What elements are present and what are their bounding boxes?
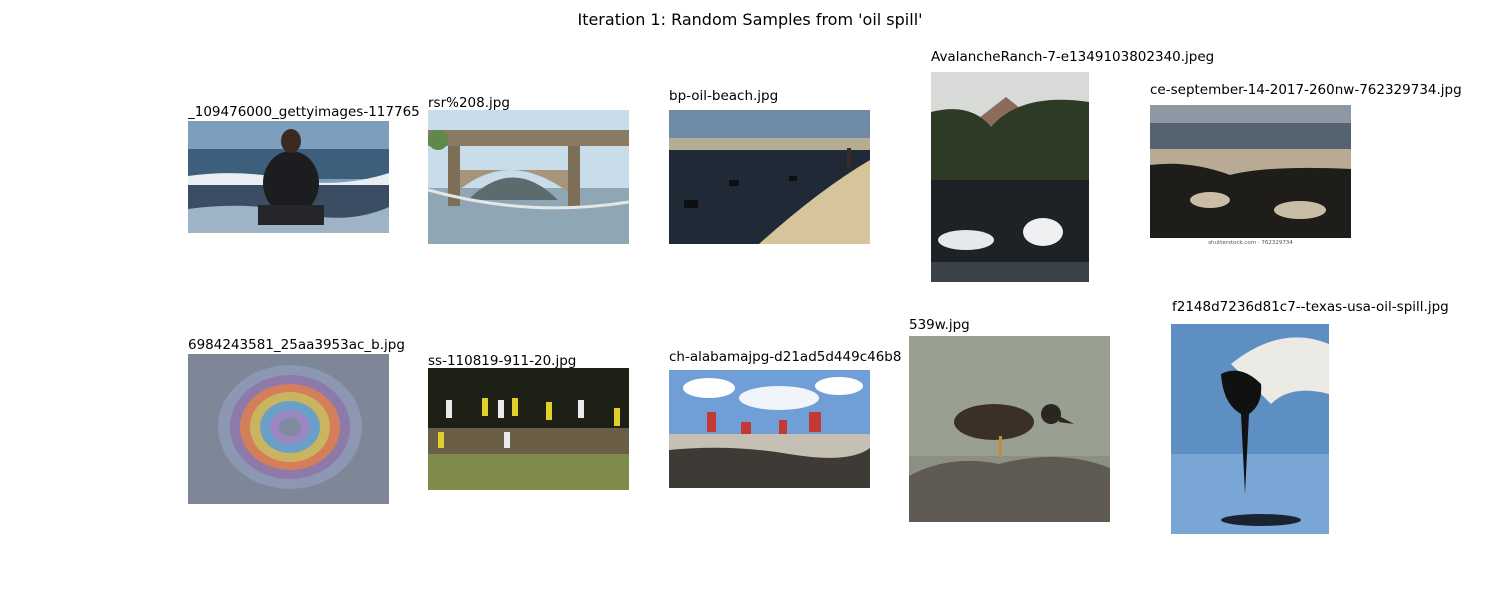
sample-image bbox=[428, 110, 629, 244]
sample-image bbox=[669, 370, 870, 488]
sample-image bbox=[931, 72, 1089, 282]
sample-image bbox=[188, 121, 389, 233]
sample-filename: ce-september-14-2017-260nw-762329734.jpg bbox=[1150, 82, 1462, 98]
sample-filename: ch-alabamajpg-d21ad5d449c46b8 bbox=[669, 349, 902, 365]
sample-filename: 6984243581_25aa3953ac_b.jpg bbox=[188, 337, 405, 353]
sample-filename: f2148d7236d81c7--texas-usa-oil-spill.jpg bbox=[1172, 299, 1449, 315]
sample-filename: ss-110819-911-20.jpg bbox=[428, 353, 577, 369]
sample-image bbox=[1150, 105, 1351, 238]
sample-filename: bp-oil-beach.jpg bbox=[669, 88, 779, 104]
watermark-caption: shutterstock.com · 762329734 bbox=[1208, 240, 1293, 246]
sample-filename: 539w.jpg bbox=[909, 317, 970, 333]
sample-filename: rsr%208.jpg bbox=[428, 95, 510, 111]
figure-title: Iteration 1: Random Samples from 'oil sp… bbox=[577, 10, 923, 29]
sample-filename: _109476000_gettyimages-117765 bbox=[188, 104, 420, 120]
sample-image bbox=[188, 354, 389, 504]
sample-filename: AvalancheRanch-7-e1349103802340.jpeg bbox=[931, 49, 1215, 65]
sample-image bbox=[669, 110, 870, 244]
sample-image bbox=[1171, 324, 1329, 534]
sample-image bbox=[428, 368, 629, 490]
sample-image bbox=[909, 336, 1110, 522]
